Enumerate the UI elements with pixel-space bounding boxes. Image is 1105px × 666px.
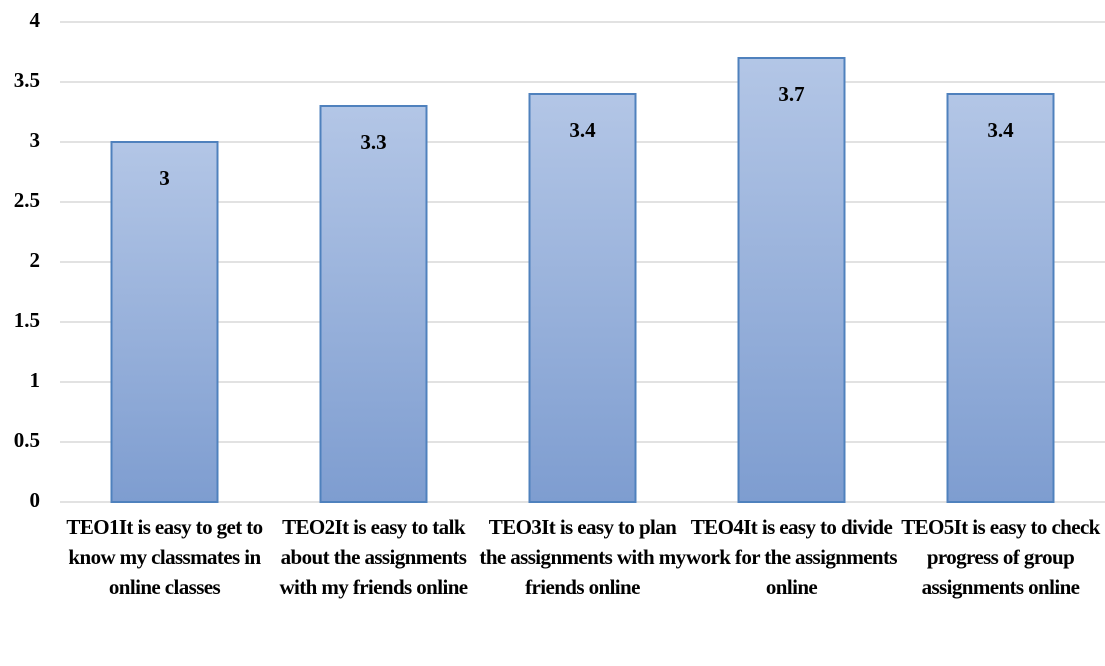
y-tick-label: 0.5 (14, 428, 40, 452)
y-tick-label: 1 (30, 368, 41, 392)
y-tick-label: 1.5 (14, 308, 40, 332)
data-label: 3 (159, 166, 170, 190)
bar (319, 105, 428, 503)
x-tick-label: TEO2It is easy to talk about the assignm… (279, 515, 468, 599)
bar (110, 141, 219, 503)
y-tick-label: 0 (30, 488, 41, 512)
y-tick-label: 3 (30, 128, 41, 152)
bar (946, 93, 1055, 503)
data-label: 3.7 (778, 82, 804, 106)
y-tick-label: 4 (30, 8, 41, 32)
data-label: 3.4 (569, 118, 596, 142)
x-tick-label: TEO5It is easy to check progress of grou… (901, 515, 1100, 599)
x-tick-label: TEO3It is easy to plan the assignments w… (479, 515, 686, 599)
x-tick-label: TEO1It is easy to get to know my classma… (66, 515, 263, 599)
y-tick-label: 2.5 (14, 188, 40, 212)
x-tick-label: TEO4It is easy to divide work for the as… (686, 515, 898, 599)
bar (737, 57, 846, 503)
bar (528, 93, 637, 503)
data-label: 3.3 (360, 130, 386, 154)
data-label: 3.4 (987, 118, 1014, 142)
y-tick-label: 3.5 (14, 68, 40, 92)
y-tick-label: 2 (30, 248, 41, 272)
